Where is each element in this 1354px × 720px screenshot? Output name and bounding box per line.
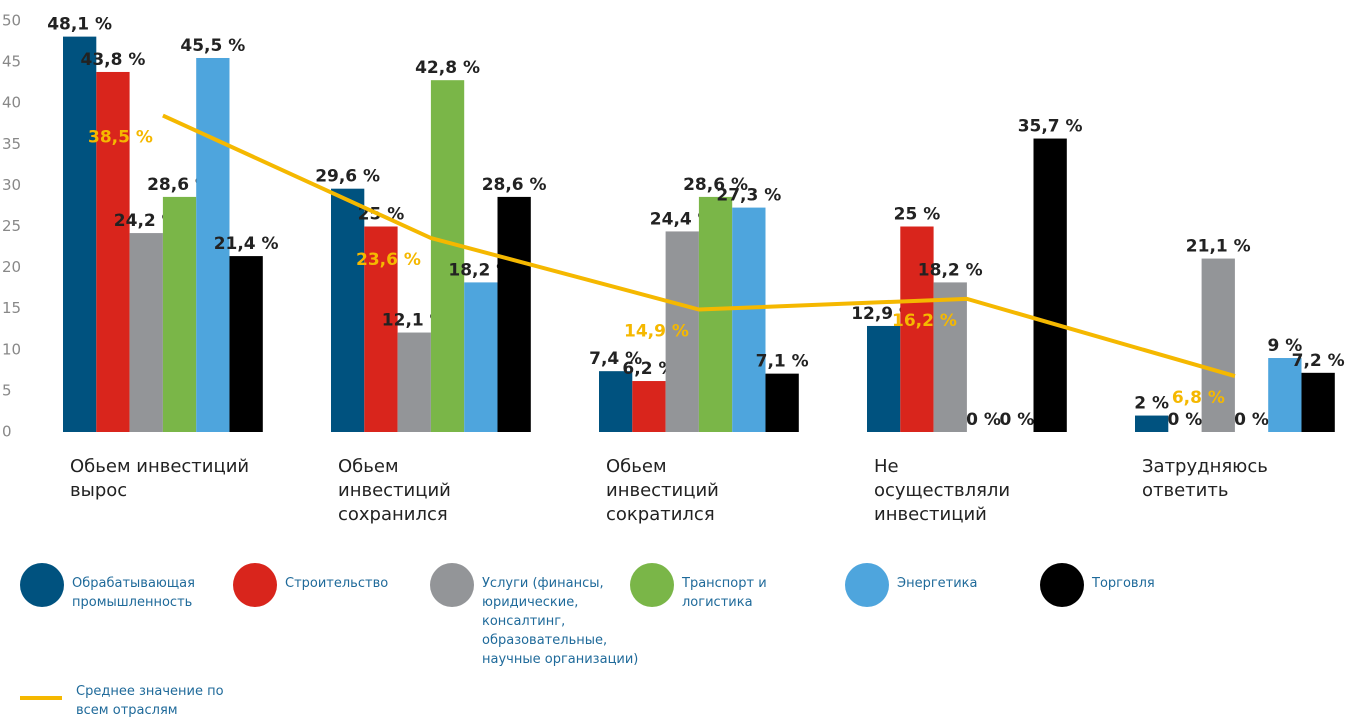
- y-tick-label: 20: [2, 258, 21, 276]
- bar: [364, 226, 398, 432]
- data-label: 7,2 %: [1292, 351, 1345, 371]
- bar: [1301, 372, 1335, 432]
- data-label: 12,1 %: [382, 311, 447, 331]
- bar: [632, 381, 666, 432]
- data-label: 21,1 %: [1186, 237, 1251, 257]
- data-label: 42,8 %: [415, 58, 480, 78]
- legend-label: Энергетика: [897, 576, 978, 591]
- line-label: 38,5 %: [88, 128, 153, 148]
- data-label: 25 %: [894, 205, 941, 225]
- x-tick-label: Обьем инвестиций сохранился: [338, 456, 451, 525]
- data-label: 28,6 %: [683, 175, 748, 195]
- bar: [497, 196, 531, 432]
- y-tick-label: 50: [2, 12, 21, 30]
- bar: [1135, 415, 1169, 432]
- data-label: 7,4 %: [589, 349, 642, 369]
- data-label: 0 %: [1234, 410, 1269, 430]
- bar: [96, 71, 130, 433]
- bar: [129, 233, 163, 432]
- y-tick-label: 35: [2, 135, 21, 153]
- legend-label: Транспорт и логистика: [682, 576, 767, 610]
- average-line: [162, 113, 1236, 379]
- line-label: 6,8 %: [1172, 388, 1225, 408]
- line-label: 16,2 %: [892, 311, 957, 331]
- legend-label: Услуги (финансы, юридические, консалтинг…: [482, 576, 639, 667]
- data-label: 43,8 %: [80, 50, 145, 70]
- data-label: 35,7 %: [1018, 117, 1083, 137]
- bar: [196, 57, 230, 433]
- data-label: 0 %: [966, 410, 1001, 430]
- legend-swatch: [233, 563, 277, 607]
- x-tick-label: Обьем инвестиций сократился: [606, 456, 719, 525]
- data-label: 29,6 %: [315, 167, 380, 187]
- y-tick-label: 0: [2, 423, 12, 441]
- data-label: 45,5 %: [180, 36, 245, 56]
- bar: [900, 226, 934, 432]
- data-label: 28,6 %: [482, 175, 547, 195]
- bar: [229, 256, 263, 432]
- data-label: 9 %: [1267, 336, 1302, 356]
- bar: [1033, 138, 1067, 432]
- data-label: 6,2 %: [622, 359, 675, 379]
- data-label: 24,2 %: [114, 211, 179, 231]
- bar: [599, 371, 633, 432]
- data-label: 12,9 %: [851, 304, 916, 324]
- bar: [464, 282, 498, 432]
- line-label: 14,9 %: [624, 322, 689, 342]
- bar: [1268, 358, 1302, 432]
- legend-swatch: [845, 563, 889, 607]
- legend-swatch: [430, 563, 474, 607]
- data-label: 2 %: [1134, 394, 1169, 414]
- x-tick-label: Не осуществляли инвестиций: [874, 456, 1011, 525]
- legend-label: Среднее значение по всем отраслям: [76, 684, 224, 718]
- y-tick-label: 15: [2, 299, 21, 317]
- x-tick-label: Затрудняюсь ответить: [1142, 456, 1268, 501]
- bar: [331, 188, 365, 432]
- legend-swatch: [1040, 563, 1084, 607]
- y-tick-label: 30: [2, 176, 21, 194]
- bar: [765, 373, 799, 432]
- bar: [698, 196, 733, 432]
- legend-swatch: [630, 563, 674, 607]
- data-label: 27,3 %: [716, 186, 781, 206]
- legend-label: Торговля: [1092, 576, 1155, 591]
- data-label: 0 %: [999, 410, 1034, 430]
- data-label: 21,4 %: [214, 234, 279, 254]
- data-label: 28,6 %: [147, 175, 212, 195]
- bar: [1201, 258, 1235, 432]
- line-label: 23,6 %: [356, 250, 421, 270]
- bar: [162, 196, 197, 432]
- bar: [732, 207, 766, 432]
- data-label: 18,2 %: [448, 260, 513, 280]
- y-tick-label: 25: [2, 217, 21, 235]
- legend-label: Строительство: [285, 576, 389, 591]
- bar: [63, 36, 97, 432]
- data-label: 18,2 %: [918, 260, 983, 280]
- legend-swatch: [20, 563, 64, 607]
- y-tick-label: 45: [2, 53, 21, 71]
- y-tick-label: 5: [2, 381, 12, 399]
- y-tick-label: 40: [2, 94, 21, 112]
- data-label: 48,1 %: [47, 15, 112, 35]
- bar: [430, 80, 465, 433]
- data-label: 0 %: [1168, 410, 1203, 430]
- bar: [397, 332, 431, 432]
- legend-label: Обрабатывающая промышленность: [72, 576, 195, 610]
- data-label: 24,4 %: [650, 209, 715, 229]
- data-label: 7,1 %: [756, 352, 809, 372]
- bar: [867, 325, 901, 432]
- bar: [665, 231, 699, 432]
- x-tick-label: Обьем инвестиций вырос: [70, 456, 250, 501]
- bar: [933, 282, 967, 432]
- y-tick-label: 10: [2, 340, 21, 358]
